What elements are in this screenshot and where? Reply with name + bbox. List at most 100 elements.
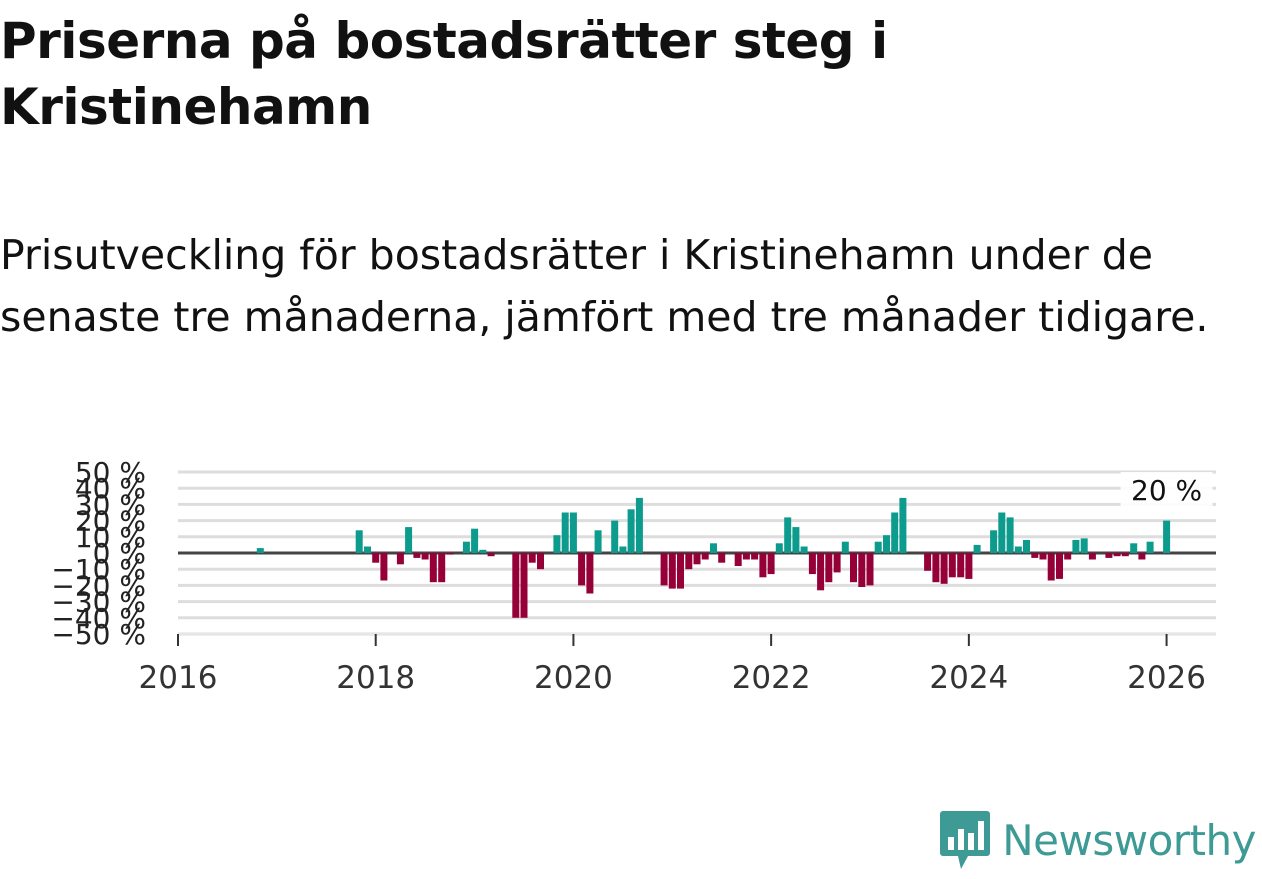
bar xyxy=(1138,553,1146,560)
annotations: 20 % xyxy=(1120,472,1213,508)
chart-subtitle: Prisutveckling för bostadsrätter i Krist… xyxy=(0,231,1209,341)
bar xyxy=(413,553,421,558)
brand-logo[interactable]: Newsworthy xyxy=(940,811,1256,869)
y-tick-label: 10 % xyxy=(75,521,146,554)
bar xyxy=(693,553,701,565)
bar xyxy=(537,553,544,570)
bar xyxy=(874,541,882,553)
y-tick-label: −10 % xyxy=(51,553,146,586)
bar xyxy=(1146,541,1154,553)
y-tick-label: −50 % xyxy=(51,618,146,651)
y-tick-label: 30 % xyxy=(75,488,146,521)
bar xyxy=(512,553,520,618)
bar xyxy=(355,530,363,553)
latest-value-label: 20 % xyxy=(1131,474,1202,507)
bar xyxy=(421,553,429,560)
bar-chart: −50 %−40 %−30 %−20 %−10 %0 %10 %20 %30 %… xyxy=(51,456,1216,696)
bar xyxy=(479,549,487,553)
bar xyxy=(1023,540,1030,553)
y-tick-label: 50 % xyxy=(75,456,146,489)
bar xyxy=(438,553,446,583)
bar xyxy=(471,528,479,553)
y-tick-label: 20 % xyxy=(75,505,146,538)
bar xyxy=(611,520,619,553)
bar xyxy=(734,553,742,566)
bar xyxy=(817,553,825,591)
bar xyxy=(569,512,577,553)
bar xyxy=(800,546,808,553)
bar xyxy=(792,527,800,553)
bar xyxy=(841,541,849,553)
bar xyxy=(1121,553,1129,557)
bar xyxy=(957,553,965,578)
y-tick-label: 40 % xyxy=(75,472,146,505)
bar xyxy=(553,535,561,553)
bar xyxy=(487,553,495,557)
bar xyxy=(462,541,470,553)
bar xyxy=(718,553,726,563)
x-tick-label: 2022 xyxy=(732,660,811,696)
bar xyxy=(1039,553,1047,560)
bar xyxy=(446,553,454,555)
bar xyxy=(924,553,932,571)
bar xyxy=(899,497,907,553)
bar xyxy=(973,544,981,553)
bar xyxy=(784,517,792,553)
y-axis: −50 %−40 %−30 %−20 %−10 %0 %10 %20 %30 %… xyxy=(51,456,146,651)
bar xyxy=(372,553,380,563)
bar xyxy=(965,553,973,579)
bar xyxy=(1080,538,1088,553)
bar xyxy=(1047,553,1055,581)
x-tick-label: 2020 xyxy=(534,660,613,696)
bar xyxy=(1006,517,1014,553)
x-axis: 2016 2018 2020 2022 2024 2026 xyxy=(139,633,1216,696)
y-tick-label: −30 % xyxy=(51,586,146,619)
bars xyxy=(256,497,1171,618)
brand-name: Newsworthy xyxy=(1002,815,1256,865)
bar xyxy=(1088,553,1096,560)
y-tick-label: −20 % xyxy=(51,569,146,602)
bar xyxy=(586,553,594,594)
bar xyxy=(759,553,767,578)
bar xyxy=(660,553,668,586)
bar xyxy=(1105,553,1113,558)
bar xyxy=(1130,543,1138,553)
x-tick-label: 2016 xyxy=(139,660,218,696)
bar xyxy=(364,546,371,553)
bar xyxy=(932,553,940,583)
bar xyxy=(858,553,866,587)
bar xyxy=(775,543,783,553)
bar xyxy=(561,512,569,553)
bar xyxy=(677,553,684,589)
bar xyxy=(1113,553,1121,557)
bar xyxy=(635,497,643,553)
bar xyxy=(1031,553,1039,558)
bar xyxy=(627,509,635,553)
bar xyxy=(594,530,602,553)
bar xyxy=(850,553,857,583)
x-tick-label: 2018 xyxy=(336,660,415,696)
bar xyxy=(891,512,899,553)
bar xyxy=(742,553,750,560)
bar xyxy=(685,553,693,570)
bar xyxy=(710,543,717,553)
bar xyxy=(883,535,890,553)
x-tick-label: 2026 xyxy=(1127,660,1206,696)
bar xyxy=(380,553,388,581)
bar xyxy=(940,553,948,584)
newsworthy-logo-icon xyxy=(940,811,991,869)
bar xyxy=(619,546,627,553)
bar xyxy=(256,548,264,553)
bar xyxy=(866,553,874,586)
bar xyxy=(825,553,833,583)
bar xyxy=(1064,553,1072,560)
bar xyxy=(578,553,586,586)
bar xyxy=(668,553,676,589)
bar xyxy=(405,527,413,553)
gridlines xyxy=(178,470,1216,636)
x-tick-label: 2024 xyxy=(929,660,1008,696)
annotation-background xyxy=(1120,472,1213,508)
bar xyxy=(833,553,841,573)
bar xyxy=(998,512,1006,553)
bar xyxy=(1072,540,1080,553)
